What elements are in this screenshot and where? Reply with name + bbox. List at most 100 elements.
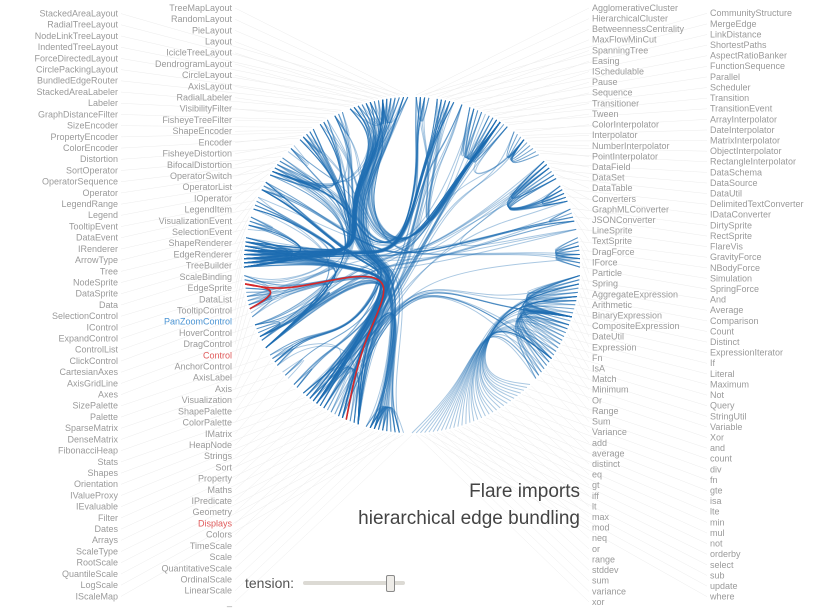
node-label-Minimum[interactable]: Minimum (592, 385, 629, 395)
node-label-TransitionEvent[interactable]: TransitionEvent (710, 104, 773, 114)
node-label-AggregateExpression[interactable]: AggregateExpression (592, 289, 678, 299)
node-label-ExpressionIterator[interactable]: ExpressionIterator (710, 348, 783, 358)
node-label-SizePalette[interactable]: SizePalette (72, 401, 118, 411)
node-label-Pause[interactable]: Pause (592, 77, 618, 87)
node-label-DateInterpolator[interactable]: DateInterpolator (710, 125, 775, 135)
node-label-ISchedulable[interactable]: ISchedulable (592, 67, 644, 77)
node-label-not[interactable]: not (710, 539, 723, 549)
node-label-VisualizationEvent[interactable]: VisualizationEvent (159, 216, 233, 226)
node-label-ScaleType[interactable]: ScaleType (76, 546, 118, 556)
node-label-Stats[interactable]: Stats (97, 457, 118, 467)
node-label-Scale[interactable]: Scale (209, 552, 232, 562)
node-label-ColorEncoder[interactable]: ColorEncoder (63, 143, 118, 153)
node-label-NodeLinkTreeLayout[interactable]: NodeLinkTreeLayout (35, 31, 119, 41)
node-label-ObjectInterpolator[interactable]: ObjectInterpolator (710, 146, 782, 156)
node-label-xor[interactable]: xor (592, 597, 605, 607)
node-label-where[interactable]: where (709, 592, 735, 602)
node-label-Geometry[interactable]: Geometry (192, 507, 232, 517)
node-label-Axis[interactable]: Axis (215, 384, 233, 394)
node-label-CartesianAxes[interactable]: CartesianAxes (59, 367, 118, 377)
node-label-IndentedTreeLayout[interactable]: IndentedTreeLayout (38, 42, 119, 52)
node-label-Labeler[interactable]: Labeler (88, 98, 118, 108)
node-label-OperatorList[interactable]: OperatorList (182, 182, 232, 192)
node-label-isa[interactable]: isa (710, 496, 722, 506)
node-label-ScaleBinding[interactable]: ScaleBinding (179, 272, 232, 282)
node-label-IRenderer[interactable]: IRenderer (78, 244, 118, 254)
node-label-div[interactable]: div (710, 464, 722, 474)
node-label-MatrixInterpolator[interactable]: MatrixInterpolator (710, 135, 780, 145)
node-label-QuantitativeScale[interactable]: QuantitativeScale (161, 563, 232, 573)
node-label-PointInterpolator[interactable]: PointInterpolator (592, 151, 658, 161)
node-label-Range[interactable]: Range (592, 406, 619, 416)
node-label-IScaleMap[interactable]: IScaleMap (75, 591, 118, 601)
node-label-AspectRatioBanker[interactable]: AspectRatioBanker (710, 51, 787, 61)
node-label-distinct[interactable]: distinct (592, 459, 621, 469)
node-label-ShapePalette[interactable]: ShapePalette (178, 406, 232, 416)
node-label-HoverControl[interactable]: HoverControl (179, 328, 232, 338)
node-label-BundledEdgeRouter[interactable]: BundledEdgeRouter (37, 76, 118, 86)
node-label-DataSource[interactable]: DataSource (710, 178, 758, 188)
node-label-Comparison[interactable]: Comparison (710, 316, 759, 326)
node-label-DateUtil[interactable]: DateUtil (592, 332, 624, 342)
node-label-RandomLayout[interactable]: RandomLayout (171, 14, 233, 24)
node-label-Count[interactable]: Count (710, 326, 735, 336)
node-label-MaxFlowMinCut[interactable]: MaxFlowMinCut (592, 35, 657, 45)
node-label-sub[interactable]: sub (710, 570, 725, 580)
node-label-sum[interactable]: sum (592, 576, 609, 586)
node-label-Shapes[interactable]: Shapes (87, 468, 118, 478)
node-label-CircleLayout[interactable]: CircleLayout (182, 70, 233, 80)
node-label-select[interactable]: select (710, 560, 734, 570)
node-label-Transitioner[interactable]: Transitioner (592, 98, 639, 108)
node-label-eq[interactable]: eq (592, 470, 602, 480)
node-label-Displays[interactable]: Displays (198, 518, 233, 528)
node-label-Tween[interactable]: Tween (592, 109, 619, 119)
node-label-mod[interactable]: mod (592, 523, 610, 533)
node-label-Control[interactable]: Control (203, 350, 232, 360)
node-label-Data[interactable]: Data (99, 300, 118, 310)
node-label-fn[interactable]: fn (710, 475, 718, 485)
node-label-FisheyeTreeFilter[interactable]: FisheyeTreeFilter (162, 115, 232, 125)
node-label-BetweennessCentrality[interactable]: BetweennessCentrality (592, 24, 685, 34)
node-label-IcicleTreeLayout[interactable]: IcicleTreeLayout (166, 48, 232, 58)
node-label-and[interactable]: and (710, 443, 725, 453)
node-label-IControl[interactable]: IControl (86, 322, 118, 332)
node-label-Match[interactable]: Match (592, 374, 617, 384)
node-label-DataUtil[interactable]: DataUtil (710, 189, 742, 199)
node-label-RectSprite[interactable]: RectSprite (710, 231, 752, 241)
node-label-SparseMatrix[interactable]: SparseMatrix (65, 423, 119, 433)
node-label-OperatorSwitch[interactable]: OperatorSwitch (170, 171, 232, 181)
node-label-Operator[interactable]: Operator (82, 188, 118, 198)
node-label-Converters[interactable]: Converters (592, 194, 637, 204)
node-label-Transition[interactable]: Transition (710, 93, 749, 103)
node-label-LinkDistance[interactable]: LinkDistance (710, 29, 762, 39)
node-label-DataSprite[interactable]: DataSprite (75, 289, 118, 299)
node-label-Distortion[interactable]: Distortion (80, 154, 118, 164)
node-label-IForce[interactable]: IForce (592, 257, 618, 267)
node-label-Sort[interactable]: Sort (215, 462, 232, 472)
node-label-ArrayInterpolator[interactable]: ArrayInterpolator (710, 114, 777, 124)
node-label-VisibilityFilter[interactable]: VisibilityFilter (180, 104, 232, 114)
node-label-If[interactable]: If (710, 358, 716, 368)
node-label-_[interactable]: _ (226, 597, 233, 607)
node-label-lte[interactable]: lte (710, 507, 720, 517)
node-label-TooltipEvent[interactable]: TooltipEvent (69, 221, 119, 231)
node-label-average[interactable]: average (592, 448, 625, 458)
node-label-DirtySprite[interactable]: DirtySprite (710, 220, 752, 230)
node-label-Simulation[interactable]: Simulation (710, 273, 752, 283)
node-label-AnchorControl[interactable]: AnchorControl (174, 362, 232, 372)
node-label-StackedAreaLabeler[interactable]: StackedAreaLabeler (36, 87, 118, 97)
node-label-min[interactable]: min (710, 517, 725, 527)
node-label-RadialTreeLayout[interactable]: RadialTreeLayout (47, 20, 118, 30)
node-label-LinearScale[interactable]: LinearScale (184, 586, 232, 596)
node-label-AxisLayout[interactable]: AxisLayout (188, 81, 233, 91)
node-label-FunctionSequence[interactable]: FunctionSequence (710, 61, 785, 71)
node-label-IDataConverter[interactable]: IDataConverter (710, 210, 771, 220)
node-label-ArrowType[interactable]: ArrowType (75, 255, 118, 265)
node-label-Dates[interactable]: Dates (94, 524, 118, 534)
node-label-StringUtil[interactable]: StringUtil (710, 411, 747, 421)
node-label-EdgeSprite[interactable]: EdgeSprite (187, 283, 232, 293)
node-label-DenseMatrix[interactable]: DenseMatrix (67, 434, 118, 444)
node-label-Particle[interactable]: Particle (592, 268, 622, 278)
node-label-EdgeRenderer[interactable]: EdgeRenderer (173, 249, 232, 259)
node-label-NodeSprite[interactable]: NodeSprite (73, 277, 118, 287)
